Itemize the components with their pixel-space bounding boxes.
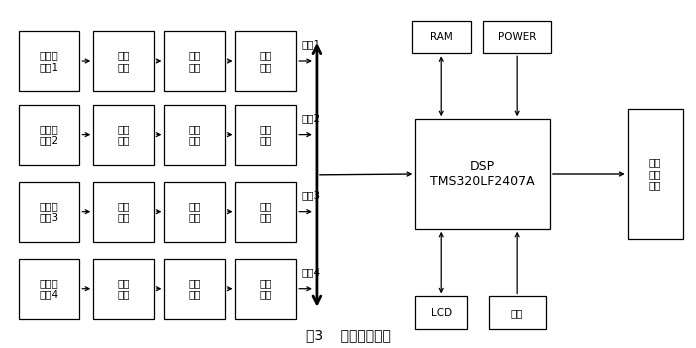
Text: 带通
滤波: 带通 滤波 <box>189 278 201 300</box>
Text: 前置
放大: 前置 放大 <box>118 278 130 300</box>
Text: 放大
电路: 放大 电路 <box>260 201 272 222</box>
Text: 超声传
感器3: 超声传 感器3 <box>40 201 58 222</box>
FancyBboxPatch shape <box>235 259 296 319</box>
Text: 车轮4: 车轮4 <box>302 267 321 277</box>
Text: 声光
告警
电路: 声光 告警 电路 <box>649 157 661 191</box>
Text: 放大
电路: 放大 电路 <box>260 50 272 72</box>
Text: 前置
放大: 前置 放大 <box>118 124 130 145</box>
FancyBboxPatch shape <box>628 109 683 239</box>
FancyBboxPatch shape <box>164 182 225 242</box>
FancyBboxPatch shape <box>484 21 551 53</box>
Text: 放大
电路: 放大 电路 <box>260 278 272 300</box>
FancyBboxPatch shape <box>93 182 154 242</box>
Text: 超声传
感器4: 超声传 感器4 <box>40 278 58 300</box>
FancyBboxPatch shape <box>164 259 225 319</box>
Text: 键盘: 键盘 <box>511 308 523 318</box>
Text: 带通
滤波: 带通 滤波 <box>189 124 201 145</box>
Text: RAM: RAM <box>430 32 452 42</box>
FancyBboxPatch shape <box>164 31 225 91</box>
Text: 车轮2: 车轮2 <box>302 113 321 123</box>
FancyBboxPatch shape <box>93 259 154 319</box>
FancyBboxPatch shape <box>19 182 79 242</box>
Text: 带通
滤波: 带通 滤波 <box>189 50 201 72</box>
FancyBboxPatch shape <box>19 31 79 91</box>
Text: 图3    系统原理框图: 图3 系统原理框图 <box>306 328 390 342</box>
Text: POWER: POWER <box>498 32 537 42</box>
FancyBboxPatch shape <box>489 296 546 329</box>
Text: 超声传
感器2: 超声传 感器2 <box>40 124 58 145</box>
FancyBboxPatch shape <box>235 105 296 165</box>
FancyBboxPatch shape <box>235 31 296 91</box>
FancyBboxPatch shape <box>19 105 79 165</box>
FancyBboxPatch shape <box>93 31 154 91</box>
FancyBboxPatch shape <box>412 21 470 53</box>
Text: 前置
放大: 前置 放大 <box>118 201 130 222</box>
FancyBboxPatch shape <box>93 105 154 165</box>
FancyBboxPatch shape <box>164 105 225 165</box>
Text: 前置
放大: 前置 放大 <box>118 50 130 72</box>
Text: 车轮1: 车轮1 <box>302 39 321 49</box>
FancyBboxPatch shape <box>416 119 550 229</box>
Text: DSP
TMS320LF2407A: DSP TMS320LF2407A <box>430 160 535 188</box>
Text: 带通
滤波: 带通 滤波 <box>189 201 201 222</box>
FancyBboxPatch shape <box>416 296 467 329</box>
FancyBboxPatch shape <box>19 259 79 319</box>
Text: 车轮3: 车轮3 <box>302 190 321 200</box>
Text: 超声传
感器1: 超声传 感器1 <box>40 50 58 72</box>
FancyBboxPatch shape <box>235 182 296 242</box>
Text: 放大
电路: 放大 电路 <box>260 124 272 145</box>
Text: LCD: LCD <box>431 308 452 318</box>
